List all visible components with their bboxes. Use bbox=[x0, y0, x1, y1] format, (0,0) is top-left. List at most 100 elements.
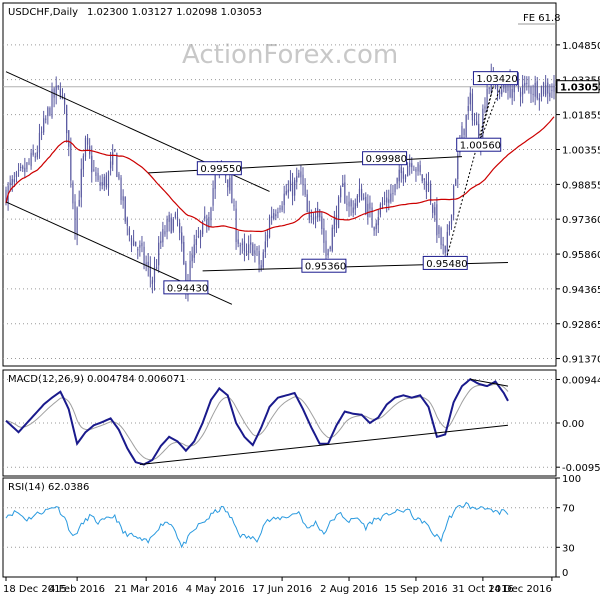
candle-body bbox=[45, 118, 47, 120]
macd-y-tick-label: 0.009446 bbox=[562, 375, 600, 386]
candle bbox=[517, 72, 520, 92]
candle-body bbox=[484, 106, 486, 109]
candle bbox=[371, 202, 373, 228]
candle bbox=[346, 195, 348, 212]
candle-body bbox=[524, 82, 526, 86]
candle-body bbox=[319, 209, 321, 218]
candle-body bbox=[120, 177, 122, 201]
candle-body bbox=[24, 167, 26, 172]
candle-body bbox=[402, 171, 405, 179]
candle bbox=[172, 217, 174, 233]
candle-body bbox=[107, 171, 110, 188]
candle-body bbox=[304, 184, 306, 195]
candle-body bbox=[172, 218, 174, 231]
candle-body bbox=[20, 166, 22, 168]
x-tick-label: 4 May 2016 bbox=[186, 584, 245, 595]
annotation-box bbox=[196, 161, 242, 176]
candle-body bbox=[118, 173, 120, 179]
candle-body bbox=[47, 107, 49, 117]
candle bbox=[47, 106, 49, 125]
candle bbox=[70, 137, 72, 188]
candle bbox=[132, 229, 135, 247]
candle-body bbox=[457, 154, 459, 180]
candle bbox=[306, 189, 308, 213]
x-tick-label: 15 Sep 2016 bbox=[384, 584, 447, 595]
price-annotation: 1.03420 bbox=[472, 71, 518, 86]
candle bbox=[233, 198, 235, 211]
candle bbox=[135, 241, 137, 247]
candle-body bbox=[434, 207, 436, 216]
candle bbox=[294, 177, 296, 202]
candle-body bbox=[264, 241, 266, 253]
candle-body bbox=[314, 216, 317, 220]
candle-body bbox=[204, 216, 206, 219]
candle-body bbox=[202, 221, 204, 235]
candle-body bbox=[381, 203, 384, 205]
candle bbox=[160, 231, 162, 249]
candle bbox=[250, 234, 252, 254]
price-title: USDCHF,Daily bbox=[8, 7, 78, 18]
candle-body bbox=[43, 118, 45, 133]
candle-body bbox=[248, 244, 250, 254]
candle-body bbox=[526, 82, 528, 84]
candle-body bbox=[553, 84, 555, 92]
candle bbox=[206, 214, 208, 233]
candle-body bbox=[392, 193, 394, 195]
candle-body bbox=[229, 177, 231, 191]
candle bbox=[82, 153, 84, 177]
candle-body bbox=[513, 78, 515, 93]
candle bbox=[467, 96, 469, 120]
candle-body bbox=[59, 88, 61, 97]
candle-body bbox=[511, 88, 513, 98]
candle bbox=[350, 198, 352, 216]
candle bbox=[262, 249, 264, 270]
candle bbox=[287, 180, 289, 199]
price-y-tick-label: 0.91370 bbox=[562, 355, 600, 366]
candle-body bbox=[373, 227, 375, 231]
candle-body bbox=[421, 174, 423, 181]
candle-body bbox=[126, 218, 128, 226]
candle bbox=[237, 230, 239, 248]
candle bbox=[195, 229, 197, 254]
candle bbox=[197, 226, 200, 239]
candle bbox=[551, 83, 553, 99]
candle-body bbox=[130, 238, 133, 246]
candle-body bbox=[155, 267, 158, 269]
candle-body bbox=[26, 162, 28, 170]
candle bbox=[381, 197, 384, 210]
candle bbox=[38, 123, 41, 159]
candle bbox=[212, 180, 214, 211]
candle bbox=[254, 243, 256, 263]
rsi-panel: RSI(14) 62.0386 100 70 30 0 bbox=[2, 474, 581, 579]
price-grid: FE 61.8 bbox=[3, 13, 561, 360]
candle-body bbox=[91, 155, 93, 173]
candle bbox=[352, 200, 354, 218]
candle-body bbox=[141, 242, 143, 247]
candle bbox=[170, 213, 172, 234]
candle-body bbox=[260, 265, 262, 270]
candle-body bbox=[143, 246, 145, 265]
candle bbox=[105, 172, 107, 190]
macd-y-tick-label: -0.009588 bbox=[562, 463, 600, 474]
candle bbox=[519, 87, 522, 107]
candle bbox=[530, 85, 532, 103]
candle bbox=[63, 93, 66, 115]
candle bbox=[279, 205, 281, 213]
candle-body bbox=[448, 224, 451, 231]
candle bbox=[369, 195, 371, 218]
candle-body bbox=[227, 179, 229, 188]
candle bbox=[179, 219, 181, 241]
candle bbox=[296, 167, 298, 190]
candle-body bbox=[377, 217, 379, 226]
candle-body bbox=[436, 204, 438, 236]
rsi-y-axis: 100 70 30 0 bbox=[556, 474, 581, 579]
candle-body bbox=[476, 121, 478, 126]
price-annotation: 0.99980 bbox=[362, 151, 408, 166]
candle-body bbox=[76, 207, 78, 236]
candle bbox=[354, 198, 356, 216]
candle bbox=[450, 214, 453, 230]
candle-body bbox=[296, 176, 298, 183]
rsi-y-tick-label: 70 bbox=[562, 504, 575, 515]
candle-body bbox=[409, 162, 411, 167]
